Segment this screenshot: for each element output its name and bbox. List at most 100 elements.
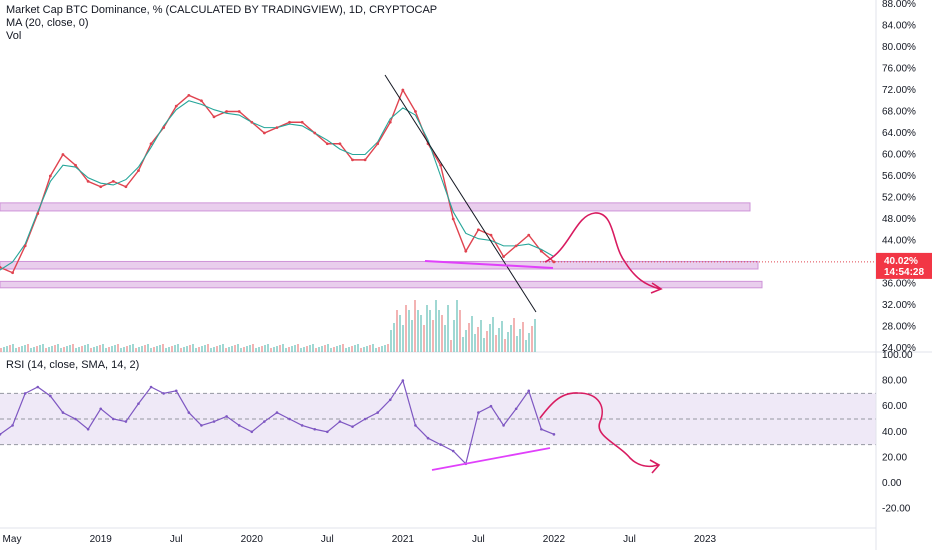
volume-bar — [456, 300, 458, 352]
zone-2 — [0, 260, 759, 270]
volume-bar — [510, 325, 512, 352]
volume-bar — [183, 347, 185, 352]
time-tick-label: 2022 — [543, 534, 566, 545]
volume-bar — [495, 335, 497, 352]
rsi-point — [326, 430, 329, 434]
volume-bar — [141, 346, 143, 352]
volume-bar — [342, 344, 344, 352]
volume-bar — [201, 346, 203, 352]
price-point — [137, 169, 140, 173]
rsi-projection-curve — [539, 392, 659, 468]
rsi-tick-label: 40.00 — [882, 427, 907, 438]
annotation-overlay — [384, 74, 663, 474]
volume-bar — [39, 345, 41, 352]
volume-bar — [108, 347, 110, 352]
volume-bar — [288, 347, 290, 352]
vol-legend[interactable]: Vol — [6, 30, 22, 42]
price-tick-label: 80.00% — [882, 42, 916, 53]
projection-curve — [544, 212, 661, 290]
rsi-point — [527, 389, 531, 393]
volume-bar — [36, 346, 38, 352]
price-tick-label: 28.00% — [882, 322, 916, 333]
volume-bar — [93, 347, 95, 352]
price-tick-label: 52.00% — [882, 193, 916, 204]
volume-bar — [9, 345, 11, 352]
rsi-point — [338, 420, 342, 423]
volume-bar — [168, 347, 170, 352]
volume-bar — [171, 346, 173, 352]
ma-legend[interactable]: MA (20, close, 0) — [6, 17, 89, 29]
time-tick-label: 2023 — [694, 534, 717, 545]
volume-bar — [48, 347, 50, 352]
volume-bar — [240, 348, 242, 352]
volume-bar — [264, 345, 266, 352]
price-tick-label: 76.00% — [882, 64, 916, 75]
volume-bar — [474, 334, 476, 352]
volume-bar — [81, 346, 83, 352]
volume-bar — [87, 344, 89, 352]
price-point — [388, 120, 392, 124]
volume-bar — [57, 344, 59, 352]
volume-bar — [531, 326, 533, 352]
volume-bar — [114, 345, 116, 352]
chart-title[interactable]: Market Cap BTC Dominance, % (CALCULATED … — [6, 4, 438, 16]
volume-bar — [96, 346, 98, 352]
rsi-point — [237, 424, 241, 427]
volume-bar — [255, 348, 257, 352]
volume-bar — [522, 322, 524, 352]
descending-trendline — [384, 74, 537, 313]
price-point — [36, 212, 40, 216]
rsi-legend[interactable]: RSI (14, close, SMA, 14, 2) — [6, 359, 140, 371]
volume-bar — [534, 319, 536, 352]
volume-bar — [30, 348, 32, 352]
rsi-point — [477, 411, 480, 414]
time-tick-label: 2021 — [392, 534, 415, 545]
volume-bar — [507, 332, 509, 352]
volume-bar — [291, 346, 293, 352]
volume-bar — [351, 346, 353, 352]
price-line — [0, 88, 555, 274]
volume-bar — [123, 347, 125, 352]
rsi-point — [74, 417, 77, 421]
projection-arrowhead — [650, 282, 663, 294]
volume-bar — [408, 310, 410, 352]
rsi-point — [250, 430, 254, 434]
volume-bar — [186, 346, 188, 352]
volume-bar — [402, 325, 404, 352]
support-trendline — [424, 260, 554, 269]
price-point — [0, 265, 2, 269]
time-tick-label: Jul — [170, 534, 183, 545]
price-tick-label: 72.00% — [882, 85, 916, 96]
volume-bar — [6, 346, 8, 352]
price-point — [514, 244, 518, 248]
price-tick-label: 36.00% — [882, 279, 916, 290]
volume-bar — [336, 346, 338, 352]
volume-bar — [228, 347, 230, 352]
rsi-pane — [0, 379, 876, 466]
price-point — [86, 179, 90, 183]
volume-bar — [354, 345, 356, 352]
rsi-point — [414, 424, 417, 427]
volume-bar — [372, 344, 374, 352]
volume-bar — [138, 347, 140, 352]
volume-bar — [423, 325, 425, 352]
volume-bar — [528, 333, 530, 352]
volume-bar — [45, 348, 47, 352]
price-point — [200, 99, 203, 103]
volume-bar — [102, 344, 104, 352]
volume-bar — [429, 310, 431, 352]
volume-bar — [444, 325, 446, 352]
price-point — [552, 260, 556, 264]
volume-bar — [492, 317, 494, 352]
price-point — [288, 120, 291, 124]
volume-bar — [90, 348, 92, 352]
volume-bar — [267, 344, 269, 352]
volume-bar — [396, 310, 398, 352]
rsi-point — [552, 433, 556, 436]
volume-bar — [99, 345, 101, 352]
price-point — [313, 131, 317, 135]
price-point — [439, 163, 443, 167]
rsi-point — [49, 394, 52, 398]
price-tick-label: 56.00% — [882, 171, 916, 182]
